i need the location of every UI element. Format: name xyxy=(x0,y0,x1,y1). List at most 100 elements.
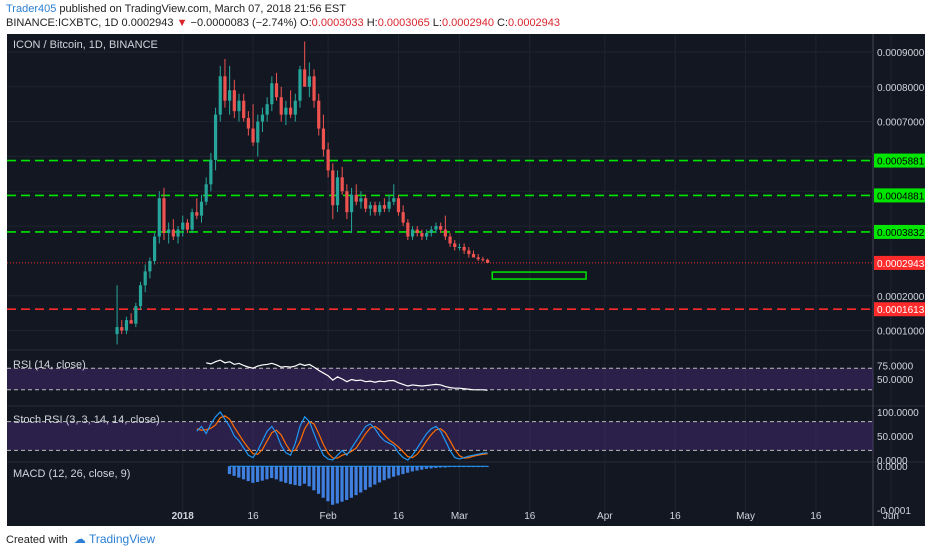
y-tick-label: 0.0002000 xyxy=(877,292,925,303)
candle-body xyxy=(382,205,386,209)
candle-body xyxy=(162,198,166,234)
candle-body xyxy=(335,177,340,206)
candle-body xyxy=(303,69,307,87)
candle-body xyxy=(354,194,358,202)
created-with-text: Created with xyxy=(6,534,68,546)
candle-body xyxy=(485,259,490,263)
candle-body xyxy=(439,226,443,230)
open-label: O: xyxy=(300,17,312,29)
macd-histogram-bar xyxy=(260,466,264,481)
candle-body xyxy=(242,100,246,119)
candle-body xyxy=(157,198,161,237)
ohlc-line: BINANCE:ICXBTC, 1D 0.0002943 ▼ −0.000008… xyxy=(6,17,560,29)
macd-histogram-bar xyxy=(382,466,386,481)
candle-body xyxy=(237,100,241,112)
macd-histogram-bar xyxy=(237,466,241,478)
candle-body xyxy=(195,212,199,216)
y-tick-label: 0.0008000 xyxy=(877,83,925,94)
macd-histogram-bar xyxy=(420,466,424,470)
level-label-bg xyxy=(874,302,925,317)
macd-histogram-bar xyxy=(396,466,400,476)
stoch-tick-label: 100.0000 xyxy=(877,408,919,419)
macd-histogram-bar xyxy=(443,466,447,468)
candle-body xyxy=(199,201,204,216)
level-label: 0.0002943 xyxy=(877,259,925,270)
candle-body xyxy=(232,90,236,112)
candle-body xyxy=(284,107,288,115)
chart-area[interactable]: 0.0005881 0.0004881 0.0003832 0.0002943 0.00… xyxy=(7,34,925,526)
candle-body xyxy=(256,121,260,143)
macd-histogram-bar xyxy=(279,466,283,482)
macd-histogram-bar xyxy=(391,466,396,477)
tradingview-logo-link[interactable]: TradingView xyxy=(88,532,155,546)
chart-svg[interactable]: 0.0005881 0.0004881 0.0003832 0.0002943 0.00… xyxy=(7,34,925,526)
candle-body xyxy=(115,327,119,335)
candle-body xyxy=(396,198,401,213)
candle-body xyxy=(434,226,438,230)
level-label-bg xyxy=(874,255,925,270)
candle-body xyxy=(279,97,283,115)
macd-histogram-bar xyxy=(293,466,297,486)
candle-body xyxy=(298,69,302,101)
x-tick-label: 16 xyxy=(810,511,822,522)
y-tick-label: 0.0009000 xyxy=(877,48,925,59)
candle-body xyxy=(152,236,157,261)
macd-histogram-bar xyxy=(340,466,344,502)
x-tick-label: 16 xyxy=(670,511,682,522)
candle-body xyxy=(429,229,433,234)
macd-histogram-bar xyxy=(363,466,368,490)
candle-body xyxy=(143,271,147,286)
close-label: C: xyxy=(497,17,509,29)
macd-histogram-bar xyxy=(410,466,414,472)
tradingview-cloud-icon: ☁ xyxy=(73,532,86,546)
low-label: L: xyxy=(432,17,442,29)
y-tick-label: 0.0001000 xyxy=(877,327,925,338)
candle-body xyxy=(270,83,274,105)
chart-title: ICON / Bitcoin, 1D, BINANCE xyxy=(13,39,158,51)
candlestick-series xyxy=(115,41,490,345)
candle-body xyxy=(317,100,321,129)
candle-body xyxy=(134,306,138,324)
candle-body xyxy=(321,128,326,150)
stoch-k-line xyxy=(196,411,488,461)
x-tick-label: 16 xyxy=(393,511,405,522)
x-tick-label: Feb xyxy=(320,511,338,522)
candle-body xyxy=(293,100,297,115)
macd-histogram-bar xyxy=(424,466,429,469)
candle-body xyxy=(443,229,447,237)
macd-histogram-bar xyxy=(406,466,410,473)
author-link[interactable]: Trader405 xyxy=(6,3,57,15)
candle-body xyxy=(251,128,255,143)
x-tick-label: 2018 xyxy=(172,511,195,522)
candle-body xyxy=(364,198,368,209)
candle-body xyxy=(410,229,415,237)
macd-histogram-bar xyxy=(335,466,339,504)
candle-body xyxy=(401,212,405,223)
x-tick-label: Apr xyxy=(597,511,613,522)
stoch-band xyxy=(7,421,873,451)
published-text: published on TradingView.com, March 07, … xyxy=(56,3,346,15)
candle-body xyxy=(448,236,452,244)
candle-body xyxy=(176,229,180,237)
candle-body xyxy=(467,250,471,254)
close-value: 0.0002943 xyxy=(508,17,561,29)
level-label-bg xyxy=(874,224,925,239)
macd-histogram-bar xyxy=(288,466,292,485)
candle-body xyxy=(129,320,133,324)
rsi-tick-label: 75.0000 xyxy=(877,362,914,373)
macd-histogram-bar xyxy=(251,466,255,483)
publish-line: Trader405 published on TradingView.com, … xyxy=(6,3,346,15)
rsi-line xyxy=(206,359,488,391)
candle-body xyxy=(223,76,227,101)
candle-body xyxy=(246,118,250,129)
candle-body xyxy=(148,260,152,272)
candle-body xyxy=(265,104,269,115)
candle-body xyxy=(171,229,175,237)
rsi-panel xyxy=(7,359,873,391)
macd-label: MACD (12, 26, close, 9) xyxy=(13,468,130,480)
macd-histogram-bar xyxy=(307,466,311,487)
macd-histogram-bar xyxy=(368,466,372,488)
candle-body xyxy=(204,184,208,202)
y-tick-label: 0.0007000 xyxy=(877,118,925,129)
last-price: 0.0002943 xyxy=(121,17,174,29)
